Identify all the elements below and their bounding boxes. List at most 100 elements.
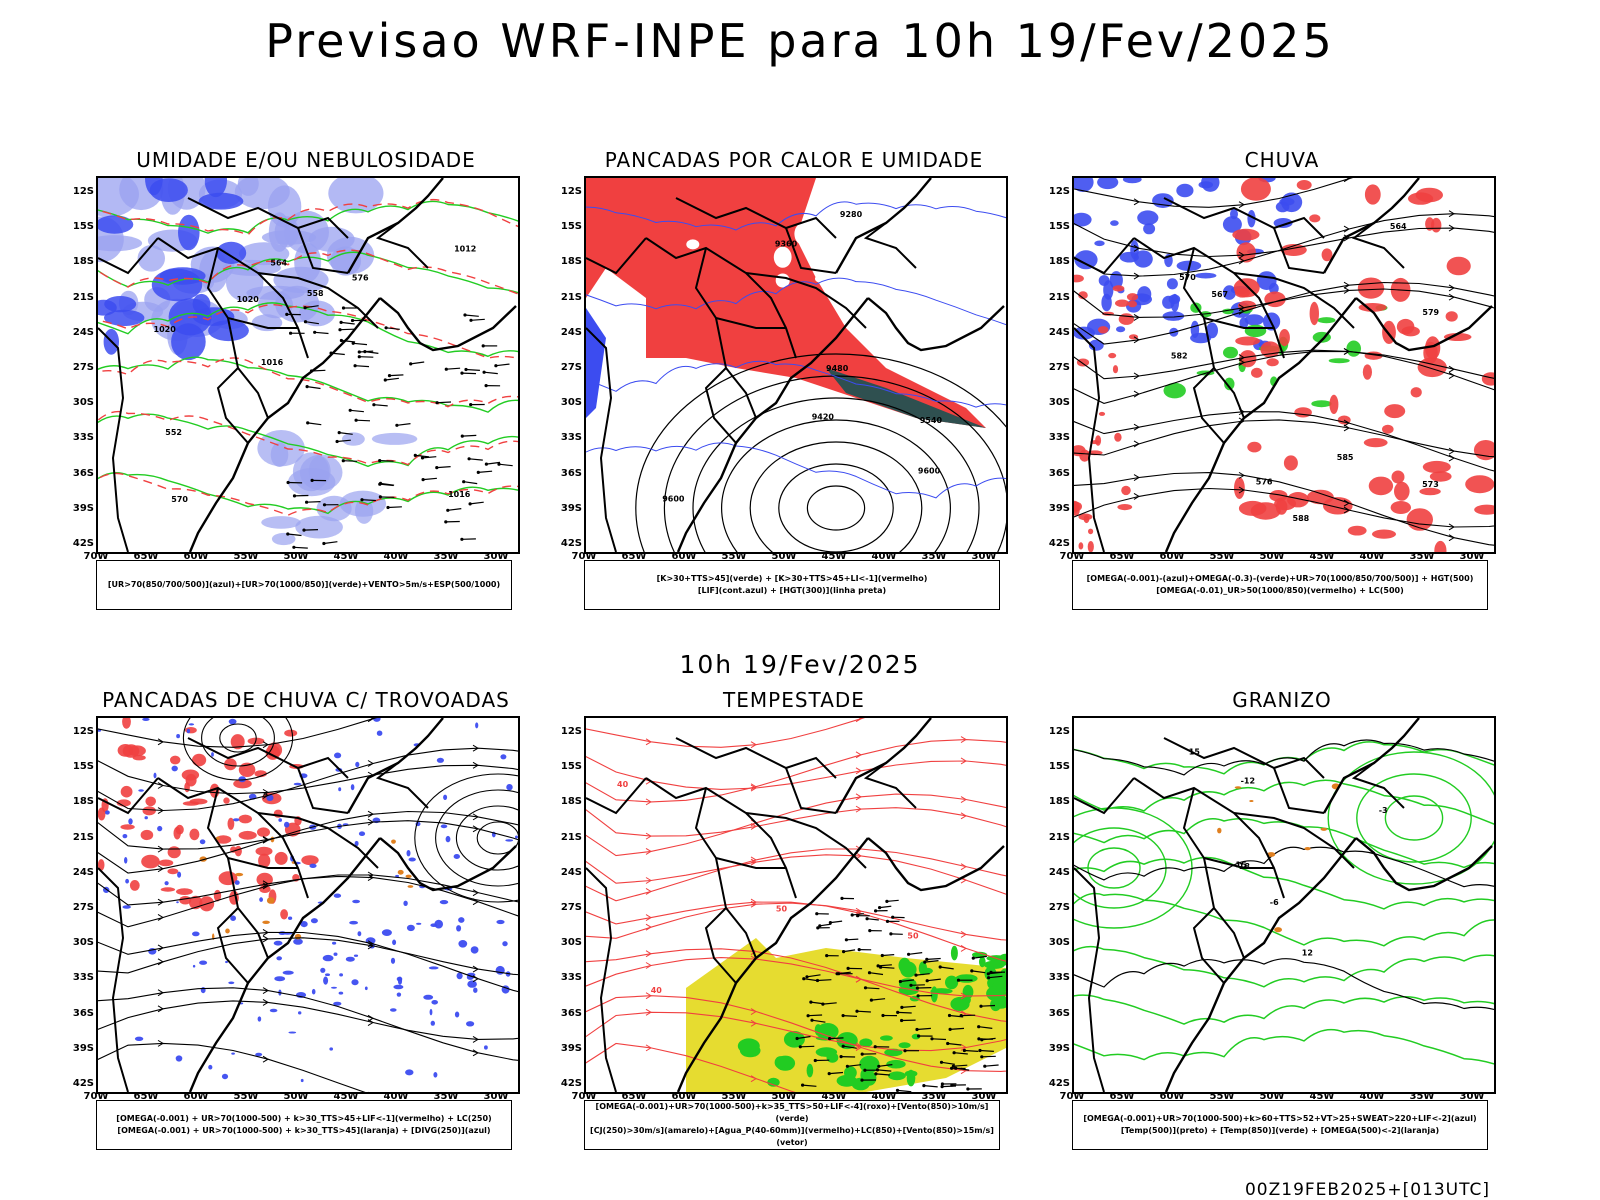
contour-label: 40 [651, 986, 663, 995]
legend-line: [UR>70(850/700/500)](azul)+[UR>70(1000/8… [107, 580, 501, 589]
lat-label: 30S [560, 937, 582, 949]
lon-label: 40W [1359, 551, 1385, 562]
contour-label: 564 [270, 258, 287, 267]
lat-label: 15S [560, 221, 582, 233]
lat-label: 27S [560, 902, 582, 913]
lon-label: 45W [333, 551, 359, 562]
lat-label: 33S [72, 972, 94, 984]
lat-label: 42S [72, 1078, 94, 1089]
lat-label: 12S [72, 186, 94, 197]
legend-pancadas-calor: [K>30+TTS>45](verde) + [K>30+TTS>45+LI<-… [584, 560, 1000, 610]
lat-label: 18S [72, 256, 94, 268]
lat-label: 36S [1048, 467, 1070, 479]
contour-label: 552 [165, 428, 182, 437]
legend-line: [K>30+TTS>45](verde) + [K>30+TTS>45+LI<-… [656, 574, 928, 583]
lat-label: 33S [560, 972, 582, 984]
legend-umidade: [UR>70(850/700/500)](azul)+[UR>70(1000/8… [96, 560, 512, 610]
lat-label: 39S [72, 502, 94, 514]
footer-run-code: 00Z19FEB2025+[013UTC] [1244, 1180, 1490, 1200]
lat-label: 21S [560, 831, 582, 843]
contour-label: 576 [352, 274, 369, 283]
lon-label: 30W [1459, 551, 1485, 562]
lon-label: 50W [283, 551, 309, 562]
contour-label: 573 [1422, 480, 1439, 489]
lat-label: 15S [1048, 221, 1070, 233]
lat-label: 24S [1048, 866, 1070, 878]
lat-label: 39S [1048, 502, 1070, 514]
legend-line: [LIF](cont.azul) + [HGT(300)](linha pret… [697, 586, 887, 595]
lon-label: 30W [971, 1091, 997, 1102]
lon-label: 65W [133, 551, 159, 562]
lat-label: 36S [560, 1007, 582, 1019]
map-graphic-chuva: 585 582 579 576 573 570 567 564 588 [1074, 178, 1494, 552]
contour-label: 576 [1256, 478, 1273, 487]
legend-line: [OMEGA(-0.001)+UR>70(1000-500)+k>35_TTS>… [595, 1102, 989, 1123]
legend-tempestade: [OMEGA(-0.001)+UR>70(1000-500)+k>35_TTS>… [584, 1100, 1000, 1150]
lon-label: 50W [771, 551, 797, 562]
contour-label: 1012 [454, 245, 476, 254]
lat-label: 15S [72, 221, 94, 233]
lat-label: 42S [1048, 1078, 1070, 1089]
lat-label: 42S [560, 538, 582, 549]
lon-label: 45W [1309, 1091, 1335, 1102]
lat-label: 33S [1048, 972, 1070, 984]
contour-label: 585 [1337, 453, 1354, 462]
lon-label: 60W [1159, 551, 1185, 562]
lon-label: 35W [1409, 551, 1435, 562]
contour-label: 9480 [826, 364, 849, 373]
lon-label: 65W [1109, 1091, 1135, 1102]
lat-label: 21S [1048, 831, 1070, 843]
lon-label: 65W [1109, 551, 1135, 562]
contour-label: 9280 [840, 210, 863, 219]
lon-label: 35W [433, 551, 459, 562]
panel-title-tempestade: TEMPESTADE [723, 688, 865, 712]
lat-label: 18S [1048, 796, 1070, 808]
lat-label: 21S [72, 831, 94, 843]
lat-label: 36S [1048, 1007, 1070, 1019]
lat-label: 33S [1048, 432, 1070, 444]
legend-line: [OMEGA(-0.001)+UR>70(1000-500)+k>60+TTS>… [1083, 1114, 1477, 1123]
lat-label: 30S [560, 397, 582, 409]
lat-label: 30S [72, 937, 94, 949]
map-tempestade: 50 40 50 40 [584, 716, 1008, 1094]
contour-label: -3 [1379, 806, 1388, 815]
lat-label: 21S [72, 291, 94, 303]
lon-label: 70W [83, 1091, 109, 1102]
lon-label: 70W [1059, 1091, 1085, 1102]
contour-label: 12 [1302, 949, 1313, 958]
lon-label: 45W [333, 1091, 359, 1102]
lon-label: 60W [1159, 1091, 1185, 1102]
lat-label: 21S [1048, 291, 1070, 303]
lon-label: 35W [433, 1091, 459, 1102]
contour-label: 50 [776, 904, 788, 913]
contour-label: 570 [1179, 273, 1196, 282]
map-graphic-pancadas-calor: 9600 9540 9480 9420 9360 9280 9600 [586, 178, 1006, 552]
contour-label: 9540 [920, 416, 943, 425]
map-umidade: 1016 1020 1012 1016 576 570 564 558 552 1020 [96, 176, 520, 554]
contour-label: 564 [1390, 222, 1407, 231]
lat-label: 15S [1048, 761, 1070, 773]
contour-label: 1020 [154, 325, 177, 334]
lon-label: 45W [1309, 551, 1335, 562]
contour-label: 1016 [448, 490, 471, 499]
panel-title-trovoadas: PANCADAS DE CHUVA C/ TROVOADAS [102, 688, 510, 712]
lon-label: 40W [871, 1091, 897, 1102]
lat-label: 18S [560, 796, 582, 808]
map-graphic-tempestade: 50 40 50 40 [586, 718, 1006, 1092]
lat-label: 39S [560, 1042, 582, 1054]
lon-label: 60W [671, 551, 697, 562]
contour-label: 588 [1293, 514, 1310, 523]
lat-label: 30S [1048, 397, 1070, 409]
lat-label: 24S [72, 326, 94, 338]
lon-label: 30W [483, 1091, 509, 1102]
lon-label: 30W [1459, 1091, 1485, 1102]
lat-label: 27S [1048, 362, 1070, 373]
panel-title-umidade: UMIDADE E/OU NEBULOSIDADE [136, 148, 476, 172]
lon-label: 65W [621, 1091, 647, 1102]
lon-label: 50W [283, 1091, 309, 1102]
contour-label: 40 [617, 780, 629, 789]
contour-label: 1020 [237, 295, 260, 304]
contour-label: -6 [1270, 898, 1279, 907]
lat-label: 30S [72, 397, 94, 409]
